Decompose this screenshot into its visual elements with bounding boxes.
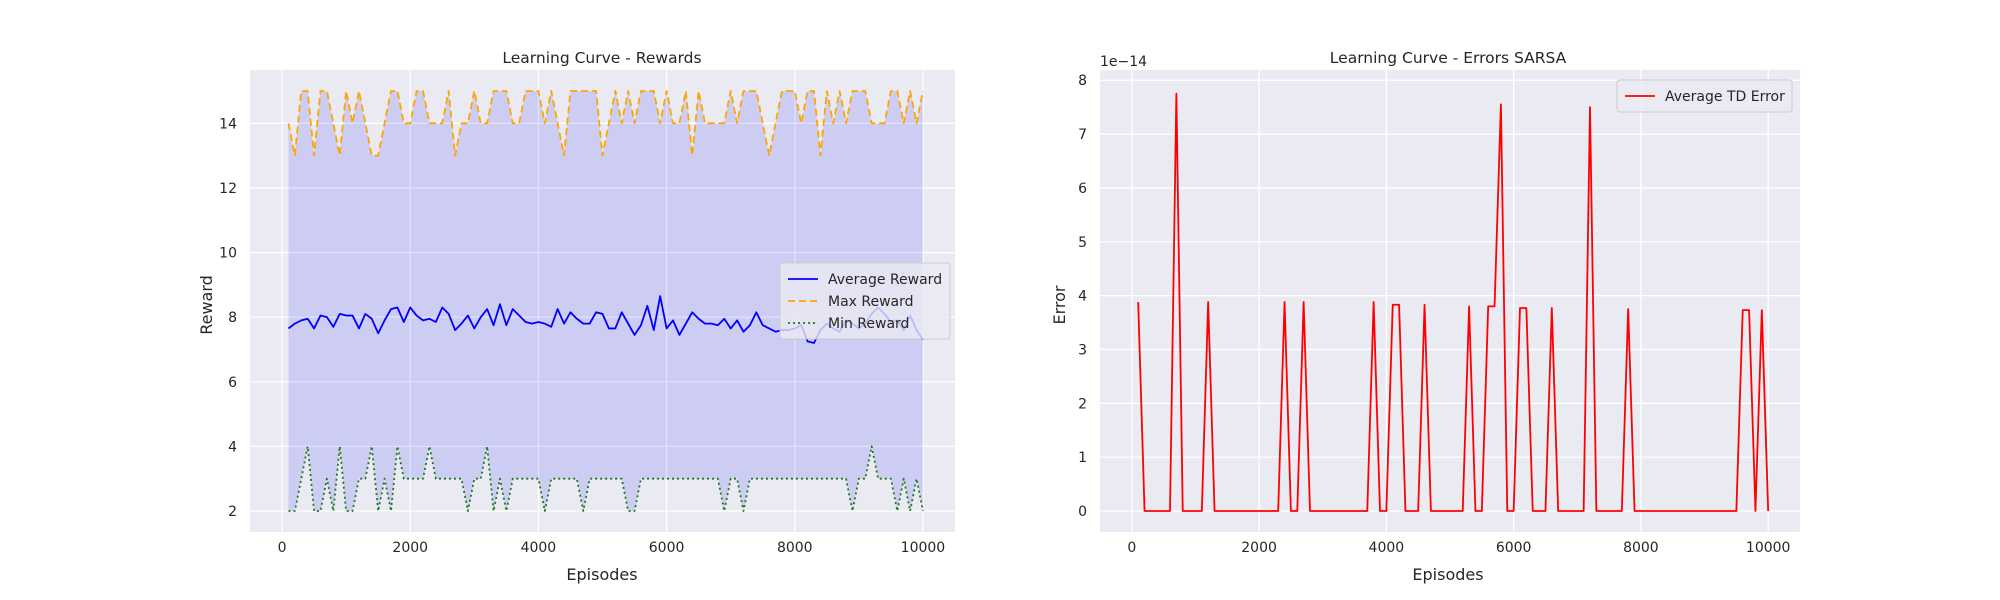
legend: Average TD Error	[1616, 79, 1793, 113]
fill-between-band	[288, 91, 923, 511]
y-axis-label: Reward	[197, 275, 216, 335]
legend: Average Reward Max Reward Min Reward	[779, 262, 951, 340]
x-tick-label: 2000	[1241, 540, 1277, 556]
y-tick-label: 0	[1078, 504, 1087, 520]
chart-title: Learning Curve - Errors SARSA	[1330, 49, 1567, 67]
legend-box	[779, 262, 951, 340]
errors-chart: Learning Curve - Errors SARSA Episodes E…	[1050, 49, 1800, 584]
x-tick-label: 6000	[649, 540, 685, 556]
y-axis-offset-text: 1e−14	[1100, 54, 1147, 70]
y-tick-label: 1	[1078, 450, 1087, 466]
x-tick-label: 0	[278, 540, 287, 556]
plot-area	[1100, 70, 1800, 532]
legend-label: Average Reward	[828, 272, 942, 288]
y-tick-label: 4	[1078, 289, 1087, 305]
x-tick-label: 2000	[392, 540, 428, 556]
x-tick-label: 10000	[1746, 540, 1791, 556]
legend-label: Max Reward	[828, 294, 914, 310]
x-tick-label: 8000	[777, 540, 813, 556]
series-line-2	[288, 445, 924, 512]
x-axis-label: Episodes	[566, 565, 637, 584]
rewards-chart: Learning Curve - Rewards Episodes Reward…	[197, 49, 955, 584]
x-tick-label: 0	[1127, 540, 1136, 556]
y-tick-label: 2	[228, 504, 237, 520]
chart-title: Learning Curve - Rewards	[502, 49, 701, 67]
series-line-0	[1137, 92, 1770, 512]
y-tick-label: 10	[219, 246, 237, 262]
y-tick-label: 6	[228, 375, 237, 391]
legend-label: Min Reward	[828, 316, 909, 332]
y-tick-label: 4	[228, 439, 237, 455]
y-tick-label: 2	[1078, 396, 1087, 412]
x-tick-label: 4000	[521, 540, 557, 556]
y-axis-label: Error	[1050, 285, 1069, 324]
y-tick-label: 14	[219, 116, 237, 132]
y-tick-label: 7	[1078, 127, 1087, 143]
y-tick-label: 8	[228, 310, 237, 326]
y-tick-label: 3	[1078, 342, 1087, 358]
series-line-1	[287, 90, 924, 157]
x-tick-label: 8000	[1623, 540, 1659, 556]
x-axis-label: Episodes	[1412, 565, 1483, 584]
y-tick-label: 8	[1078, 73, 1087, 89]
y-tick-label: 12	[219, 181, 237, 197]
x-tick-label: 6000	[1496, 540, 1532, 556]
legend-box	[1616, 79, 1793, 113]
x-tick-label: 10000	[901, 540, 946, 556]
y-tick-label: 5	[1078, 235, 1087, 251]
x-tick-label: 4000	[1369, 540, 1405, 556]
y-tick-label: 6	[1078, 181, 1087, 197]
legend-label: Average TD Error	[1665, 89, 1785, 105]
